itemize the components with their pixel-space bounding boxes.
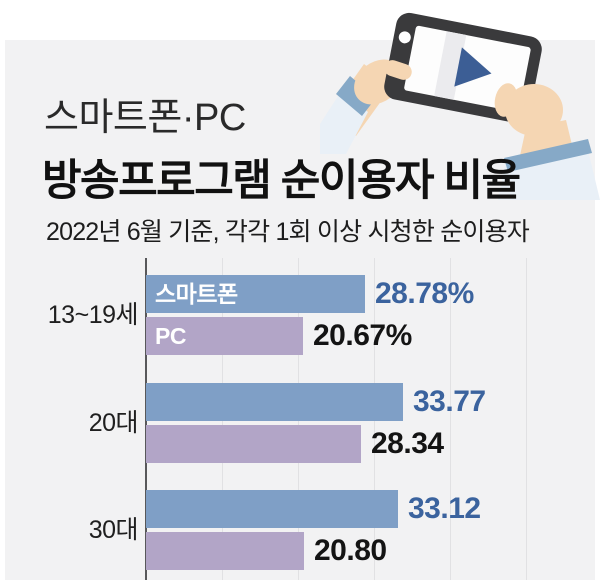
left-thumb [384,60,412,80]
smartphone-bar [146,383,403,421]
category-label: 20대 [88,409,139,437]
gridline [450,258,451,580]
smartphone-bar: 스마트폰 [146,275,365,313]
category-label: 13~19세 [47,301,139,329]
value-label: 33.12 [408,492,481,525]
right-hand [505,84,563,136]
smartphone-bar [146,490,398,528]
pc-bar [146,532,304,570]
value-label: 28.34 [371,427,444,460]
title-line1: 스마트폰·PC [44,97,246,139]
gridline [526,258,527,580]
left-cuff [336,76,376,116]
subtitle: 2022년 6월 기준, 각각 1회 이상 시청한 순이용자 [46,218,530,246]
tablet-illustration [320,12,600,200]
value-label: 20.67% [313,319,412,352]
value-label: 28.78% [375,277,474,310]
pc-bar [146,425,361,463]
pc-bar: PC [146,317,303,355]
title-line2: 방송프로그램 순이용자 비율 [42,157,521,205]
category-label: 30대 [88,516,139,544]
play-icon [454,47,492,87]
camera-dot [398,31,411,44]
value-label: 33.77 [413,385,486,418]
right-cuff [504,139,592,172]
screen-reflection [434,31,467,100]
series-label: PC [155,323,186,349]
value-label: 20.80 [314,534,387,567]
series-label: 스마트폰 [155,281,238,307]
